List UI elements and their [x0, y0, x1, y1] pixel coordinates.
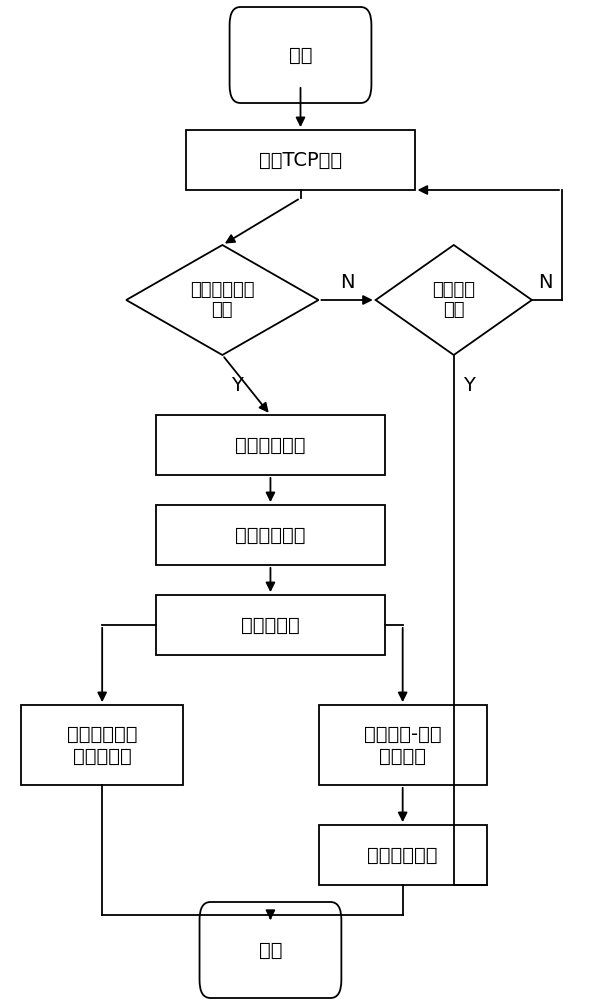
- Text: N: N: [538, 272, 552, 292]
- Bar: [156, 415, 385, 475]
- Text: Y: Y: [463, 376, 475, 395]
- FancyBboxPatch shape: [200, 902, 341, 998]
- FancyBboxPatch shape: [230, 7, 371, 103]
- Polygon shape: [376, 245, 532, 355]
- Text: 实时监测数据
显示、存储: 实时监测数据 显示、存储: [67, 724, 138, 766]
- Text: 发送查询命令: 发送查询命令: [235, 526, 306, 544]
- Bar: [319, 825, 487, 885]
- Text: N: N: [340, 272, 355, 292]
- Text: 结束: 结束: [258, 940, 282, 960]
- Text: 同意建立连接: 同意建立连接: [235, 436, 306, 454]
- Bar: [156, 595, 385, 655]
- Text: 创立TCP侦听: 创立TCP侦听: [259, 150, 342, 169]
- Bar: [156, 505, 385, 565]
- Text: 连接是否
超时: 连接是否 超时: [432, 281, 475, 319]
- Text: 建立负荷-频率
响应模块: 建立负荷-频率 响应模块: [364, 724, 442, 766]
- Text: 判定有无侦听
请求: 判定有无侦听 请求: [190, 281, 255, 319]
- Text: Y: Y: [231, 376, 243, 395]
- Bar: [319, 705, 487, 785]
- Bar: [21, 705, 183, 785]
- Polygon shape: [126, 245, 319, 355]
- Bar: [186, 130, 415, 190]
- Text: 返回数据包: 返回数据包: [241, 615, 300, 635]
- Text: 开始: 开始: [288, 45, 313, 64]
- Text: 发送控制命令: 发送控制命令: [367, 846, 438, 864]
